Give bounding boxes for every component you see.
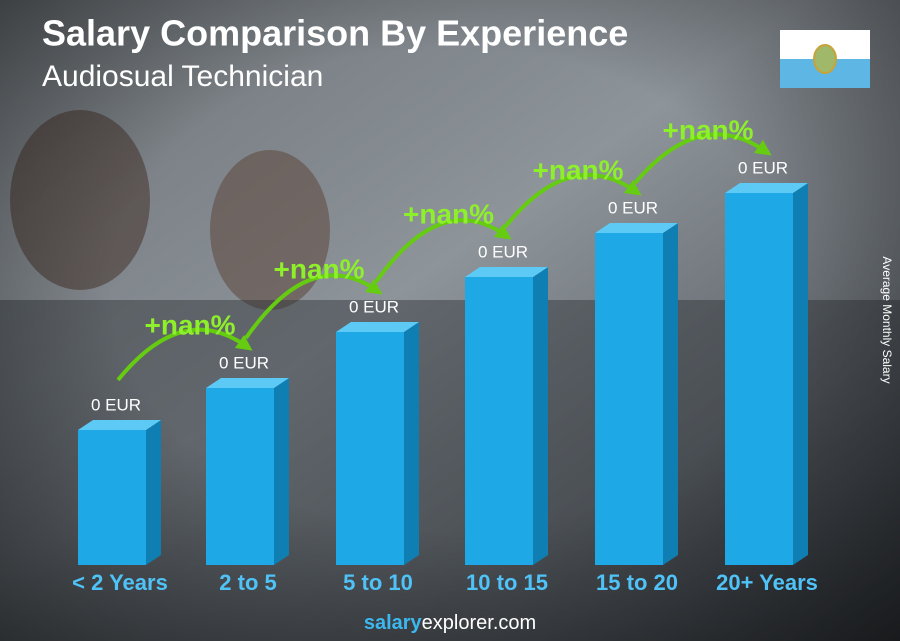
footer-domain: explorer.com (422, 612, 537, 634)
bar-front (206, 388, 274, 565)
change-arrow (633, 132, 772, 185)
category-label: 2 to 5 (219, 570, 276, 595)
bar-side (146, 420, 161, 565)
value-label: 0 EUR (608, 198, 658, 217)
change-label: +nan% (532, 154, 623, 185)
category-label: 10 to 15 (466, 570, 548, 595)
bar-top (595, 223, 678, 233)
bar-front (465, 277, 533, 565)
subtitle: Audiosual Technician (42, 60, 323, 93)
category-label: 15 to 20 (596, 570, 678, 595)
bar-front (336, 332, 404, 565)
bar-side (793, 183, 808, 565)
change-label: +nan% (662, 114, 753, 145)
bar-top (725, 183, 808, 193)
bar-side (663, 223, 678, 565)
change-arrow (116, 327, 253, 382)
category-label: 5 to 10 (343, 570, 413, 595)
value-label: 0 EUR (349, 297, 399, 316)
value-label: 0 EUR (91, 395, 141, 414)
value-label: 0 EUR (219, 353, 269, 372)
bar-front (725, 193, 793, 565)
flag (780, 30, 870, 88)
title: Salary Comparison By Experience (42, 13, 628, 54)
bar-top (465, 267, 548, 277)
change-arrow (374, 218, 512, 284)
category-label: 20+ Years (716, 570, 818, 595)
change-label: +nan% (403, 198, 494, 229)
bar-side (274, 378, 289, 565)
change-arrow (244, 273, 383, 340)
footer-brand: salary (364, 612, 423, 634)
value-label: 0 EUR (478, 242, 528, 261)
value-label: 0 EUR (738, 158, 788, 177)
footer: salaryexplorer.com (364, 612, 536, 634)
change-label: +nan% (144, 309, 235, 340)
bar-top (336, 322, 419, 332)
bar-front (595, 233, 663, 565)
axis-label: Average Monthly Salary (880, 256, 894, 383)
bar-side (533, 267, 548, 565)
bar-side (404, 322, 419, 565)
change-label: +nan% (273, 253, 364, 284)
bar-top (206, 378, 289, 388)
bar-top (78, 420, 161, 430)
bar-front (78, 430, 146, 565)
category-label: < 2 Years (72, 570, 168, 595)
change-arrow (503, 173, 642, 229)
